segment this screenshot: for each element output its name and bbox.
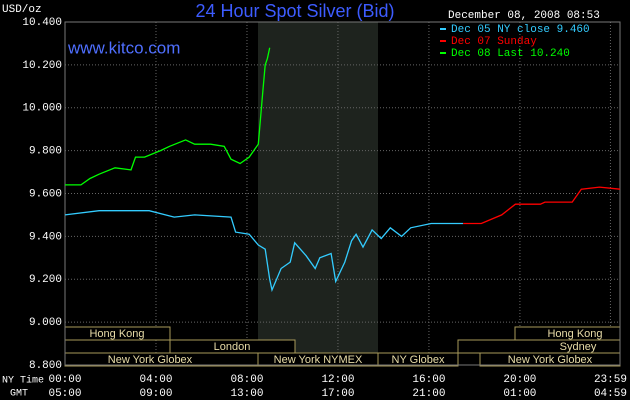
- x2-tick-label: 05:00: [48, 388, 81, 400]
- x-axis-label: NY Time: [2, 375, 44, 387]
- y-tick-label: 8.800: [29, 360, 62, 372]
- session-label: New York Globex: [108, 354, 193, 366]
- x2-axis-label: GMT: [10, 389, 28, 400]
- y-tick-label: 9.800: [29, 146, 62, 158]
- x-tick-label: 20:00: [503, 374, 536, 386]
- x2-tick-label: 17:00: [321, 388, 354, 400]
- session-label: Hong Kong: [547, 328, 602, 340]
- session-label: NY Globex: [392, 354, 445, 366]
- y-tick-label: 9.400: [29, 231, 62, 243]
- x-tick-label: 16:00: [412, 374, 445, 386]
- x2-tick-label: 09:00: [139, 388, 172, 400]
- x-tick-label: 12:00: [321, 374, 354, 386]
- chart-subtitle: December 08, 2008 08:53: [448, 10, 600, 22]
- legend-label: Dec 08 Last 10.240: [451, 48, 570, 60]
- y-tick-label: 9.000: [29, 317, 62, 329]
- session-label: Sydney: [560, 341, 597, 353]
- x-tick-label: 00:00: [48, 374, 81, 386]
- chart-title: 24 Hour Spot Silver (Bid): [195, 1, 394, 21]
- series-line: [64, 210, 464, 293]
- y-tick-label: 10.000: [22, 103, 62, 115]
- x-tick-label: 04:00: [139, 374, 172, 386]
- x2-tick-label: 13:00: [230, 388, 263, 400]
- session-box: [377, 352, 459, 367]
- legend-label: Dec 07 Sunday: [451, 36, 537, 48]
- session-label: New York NYMEX: [274, 354, 363, 366]
- x2-tick-label: 21:00: [412, 388, 445, 400]
- y-axis-label: USD/oz: [2, 4, 42, 16]
- y-tick-label: 10.200: [22, 60, 62, 72]
- y-tick-label: 9.200: [29, 274, 62, 286]
- series-line: [65, 47, 271, 186]
- x2-tick-label: 01:00: [503, 388, 536, 400]
- watermark: www.kitco.com: [67, 38, 180, 57]
- session-label: London: [214, 341, 251, 353]
- legend-label: Dec 05 NY close 9.460: [451, 24, 590, 36]
- sessions: Hong Kong Hong Kong London Sydney New Yo…: [64, 326, 621, 367]
- plot-frame: [64, 21, 621, 366]
- session-label: New York Globex: [508, 354, 593, 366]
- series-line: [463, 186, 621, 225]
- y-tick-label: 10.400: [22, 17, 62, 29]
- session-label: Hong Kong: [89, 328, 144, 340]
- x2-tick-label: 04:59: [594, 388, 627, 400]
- y-tick-label: 9.600: [29, 188, 62, 200]
- x-tick-label: 23:59: [594, 374, 627, 386]
- x-tick-label: 08:00: [230, 374, 263, 386]
